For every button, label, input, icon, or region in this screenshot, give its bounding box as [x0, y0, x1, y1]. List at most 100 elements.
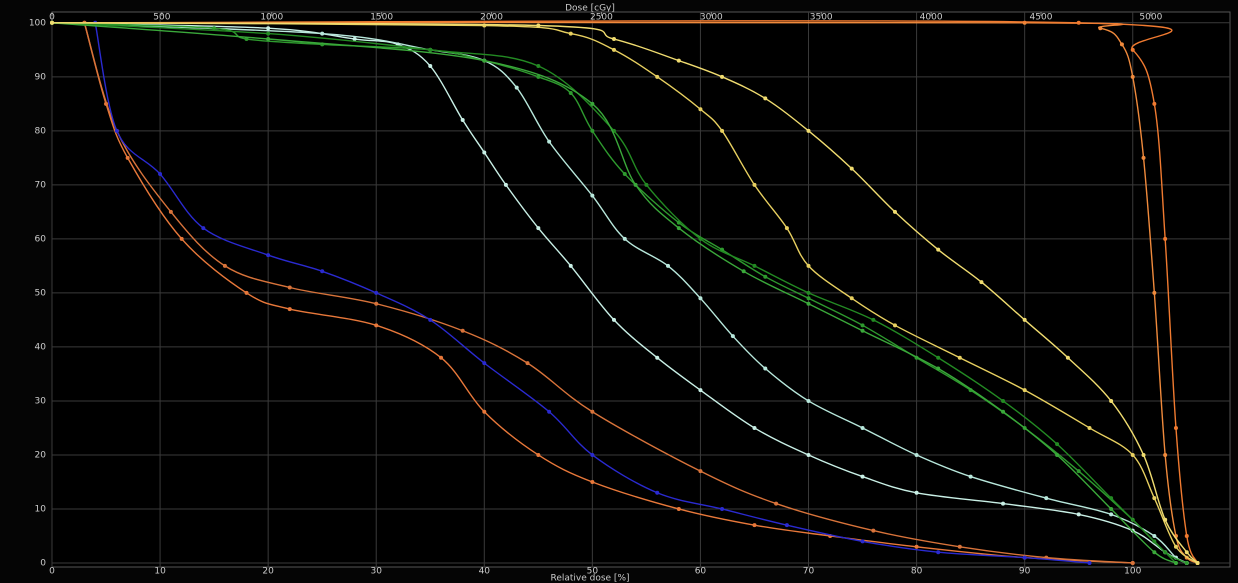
curve-point	[1065, 355, 1070, 360]
y-tick-label: 20	[35, 450, 47, 460]
curve-point	[158, 172, 163, 177]
curve-point	[439, 355, 444, 360]
x-tick-label: 90	[1019, 567, 1031, 577]
curve-point	[806, 263, 811, 268]
curve-point	[568, 31, 573, 36]
curve-point	[1055, 442, 1060, 447]
curve-point	[244, 290, 249, 295]
curve-point	[720, 506, 725, 511]
curve-point	[352, 37, 357, 42]
curve-point	[1152, 533, 1157, 538]
curve-point	[1044, 496, 1049, 501]
x-tick-label: 30	[370, 567, 382, 577]
x-tick-label: 70	[803, 567, 815, 577]
curve-point	[287, 285, 292, 290]
curve-point	[644, 182, 649, 187]
curve-point	[763, 274, 768, 279]
curve-point	[1152, 290, 1157, 295]
y-tick-label: 40	[35, 342, 47, 352]
y-tick-label: 0	[40, 559, 46, 569]
plot-area	[51, 11, 1231, 568]
curve-point	[784, 226, 789, 231]
curve-point	[568, 263, 573, 268]
curve-point	[590, 193, 595, 198]
curve-point	[1173, 425, 1178, 430]
curve-point	[590, 128, 595, 133]
top-tick-label: 4000	[920, 13, 943, 23]
curve-point	[1109, 506, 1114, 511]
curve-point	[676, 58, 681, 63]
top-tick-label: 1500	[370, 13, 393, 23]
curve-point	[287, 307, 292, 312]
curve-point	[774, 501, 779, 506]
curve-point	[730, 334, 735, 339]
curve-point	[752, 182, 757, 187]
top-tick-label: 1000	[260, 13, 283, 23]
curve-point	[611, 37, 616, 42]
curve-point	[871, 317, 876, 322]
curve-point	[698, 236, 703, 241]
dvh-curve	[51, 22, 1177, 564]
dvh-curve	[51, 20, 1199, 564]
dvh-curve	[51, 22, 1188, 564]
curve-point	[482, 150, 487, 155]
curve-point	[860, 425, 865, 430]
x-tick-label: 20	[262, 567, 274, 577]
top-tick-label: 3500	[810, 13, 833, 23]
curve-point	[763, 96, 768, 101]
curve-point	[633, 182, 638, 187]
curve-point	[428, 64, 433, 69]
y-tick-label: 60	[35, 234, 47, 244]
curve-point	[1152, 496, 1157, 501]
top-tick-label: 3000	[700, 13, 723, 23]
curve-point	[1130, 74, 1135, 79]
curve-point	[222, 263, 227, 268]
curve-point	[806, 296, 811, 301]
curve-point	[1152, 550, 1157, 555]
curve-point	[979, 280, 984, 285]
curve-point	[752, 263, 757, 268]
curve-point	[320, 31, 325, 36]
curve-point	[536, 226, 541, 231]
x-tick-label: 100	[1124, 567, 1141, 577]
curve-point	[1022, 388, 1027, 393]
curve-point	[784, 523, 789, 528]
curve-point	[536, 23, 541, 28]
curve-point	[914, 544, 919, 549]
curve-point	[676, 226, 681, 231]
curve-point	[698, 469, 703, 474]
y-tick-label: 50	[35, 288, 47, 298]
y-tick-label: 100	[29, 18, 46, 28]
curve-point	[460, 118, 465, 123]
curve-point	[666, 263, 671, 268]
curve-point	[1184, 561, 1189, 565]
curve-point	[460, 328, 465, 333]
dvh-curve	[51, 22, 1177, 564]
curve-point	[590, 409, 595, 414]
curve-point	[1184, 533, 1189, 538]
y-tick-label: 70	[35, 180, 47, 190]
curve-point	[611, 317, 616, 322]
curve-point	[860, 474, 865, 479]
curve-point	[1141, 452, 1146, 457]
curve-point	[914, 490, 919, 495]
curve-point	[698, 388, 703, 393]
curve-point	[547, 409, 552, 414]
curve-point	[1001, 409, 1006, 414]
curve-point	[968, 474, 973, 479]
curve-point	[1163, 236, 1168, 241]
curve-point	[1130, 561, 1135, 565]
curve-point	[1076, 20, 1081, 25]
curve-point	[806, 398, 811, 403]
curve-point	[168, 209, 173, 214]
dvh-curve	[94, 22, 1090, 564]
curve-point	[266, 26, 271, 31]
curve-point	[1109, 496, 1114, 501]
curve-point	[1109, 398, 1114, 403]
dvh-curve	[83, 22, 1133, 564]
curve-point	[655, 490, 660, 495]
curve-point	[1076, 469, 1081, 474]
curve-point	[1022, 317, 1027, 322]
curve-point	[806, 301, 811, 306]
